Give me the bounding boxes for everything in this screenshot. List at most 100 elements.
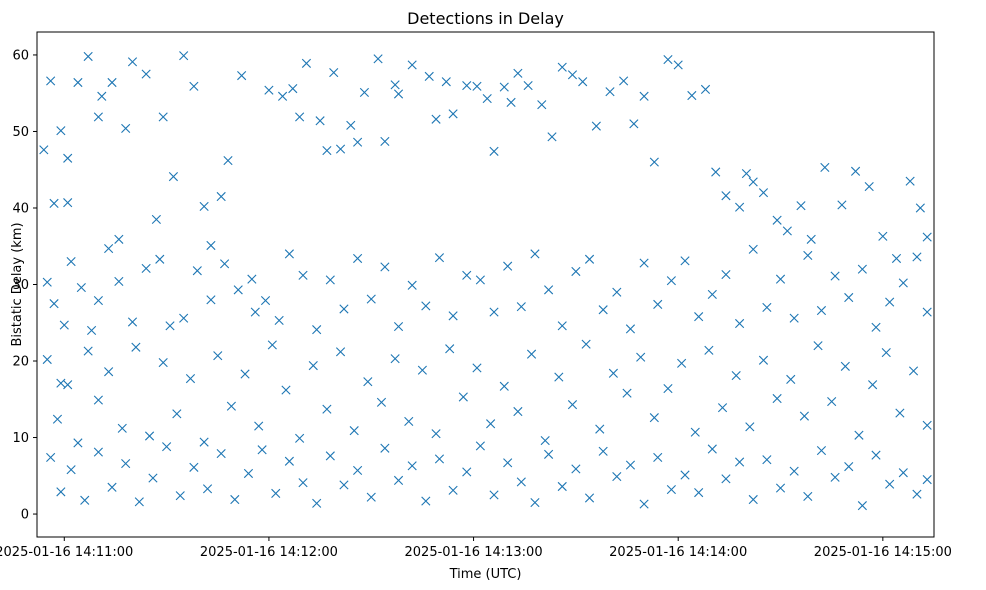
- data-point: [335, 144, 346, 154]
- data-point: [922, 307, 932, 317]
- data-point: [571, 464, 581, 474]
- data-point: [56, 126, 66, 136]
- data-point: [595, 424, 605, 434]
- data-point: [694, 312, 704, 322]
- data-point: [663, 383, 673, 394]
- data-point: [735, 457, 745, 467]
- data-point: [554, 372, 564, 382]
- data-point: [567, 70, 578, 80]
- data-point: [179, 313, 189, 323]
- data-point: [472, 363, 482, 373]
- data-point: [288, 84, 298, 94]
- data-point: [711, 167, 721, 177]
- data-point: [745, 422, 755, 432]
- data-point: [421, 496, 431, 506]
- data-point: [915, 203, 925, 213]
- data-point: [881, 348, 891, 358]
- data-point: [445, 344, 455, 354]
- data-point: [758, 188, 769, 198]
- data-point: [653, 452, 663, 463]
- data-point: [557, 481, 567, 492]
- data-point: [704, 345, 714, 355]
- y-axis: 0 10 20 30 40 50 60: [12, 48, 37, 523]
- data-point: [486, 419, 496, 429]
- data-point: [393, 475, 404, 485]
- data-point: [891, 253, 902, 264]
- data-point: [63, 153, 73, 163]
- data-point: [295, 433, 305, 443]
- data-point: [803, 250, 813, 261]
- data-point: [598, 446, 608, 456]
- y-axis-title: Bistatic Delay (km): [10, 222, 25, 346]
- data-point: [213, 351, 223, 361]
- data-point: [172, 409, 182, 419]
- data-point: [202, 484, 213, 494]
- data-point: [219, 259, 230, 269]
- data-point: [76, 282, 86, 293]
- y-tick-label: 10: [12, 431, 29, 446]
- data-point: [786, 374, 796, 384]
- data-point: [806, 234, 816, 244]
- data-point: [731, 370, 741, 381]
- data-point: [885, 479, 895, 489]
- data-point: [93, 395, 103, 405]
- data-point: [404, 416, 414, 427]
- data-point: [775, 274, 786, 284]
- data-point: [274, 315, 284, 326]
- data-point: [346, 120, 356, 130]
- data-point: [639, 258, 649, 268]
- data-point: [97, 91, 107, 101]
- data-point: [254, 421, 264, 431]
- data-point: [499, 82, 509, 92]
- data-point: [165, 321, 175, 331]
- data-point: [216, 191, 226, 202]
- data-point: [857, 264, 867, 274]
- data-point: [475, 275, 485, 285]
- data-point: [407, 280, 417, 290]
- data-point: [431, 429, 441, 439]
- data-point: [407, 60, 417, 70]
- data-point: [687, 90, 697, 101]
- data-point: [789, 313, 799, 323]
- y-tick-label: 30: [12, 278, 29, 293]
- data-point: [312, 325, 322, 335]
- data-point: [49, 299, 59, 309]
- data-point: [322, 146, 332, 156]
- data-point: [271, 488, 281, 498]
- data-point: [912, 252, 922, 262]
- data-point: [127, 317, 138, 327]
- data-point: [312, 498, 322, 508]
- data-point: [325, 451, 335, 461]
- data-point: [264, 85, 274, 95]
- data-point: [666, 276, 676, 286]
- data-point: [547, 132, 557, 142]
- data-point: [155, 254, 165, 264]
- data-point: [605, 87, 615, 97]
- data-point: [735, 318, 745, 329]
- data-point: [104, 243, 114, 254]
- data-point: [49, 198, 59, 208]
- data-point: [114, 276, 124, 287]
- data-point: [772, 215, 782, 225]
- data-point: [775, 483, 786, 493]
- data-point: [462, 270, 472, 280]
- plot-frame: [36, 31, 935, 538]
- data-point: [905, 176, 915, 186]
- data-point: [844, 462, 854, 472]
- data-point: [114, 234, 124, 244]
- data-point: [189, 81, 199, 91]
- y-tick-label: 20: [12, 355, 29, 370]
- data-point: [820, 162, 830, 173]
- data-point: [721, 191, 731, 201]
- data-point: [144, 431, 155, 441]
- data-point: [598, 305, 608, 315]
- data-point: [295, 112, 305, 122]
- data-point: [162, 442, 172, 452]
- data-point: [503, 458, 513, 468]
- data-point: [298, 478, 308, 488]
- data-point: [189, 462, 199, 472]
- data-point: [175, 491, 185, 501]
- data-point: [158, 112, 168, 122]
- data-point: [83, 346, 93, 356]
- data-point: [677, 358, 687, 368]
